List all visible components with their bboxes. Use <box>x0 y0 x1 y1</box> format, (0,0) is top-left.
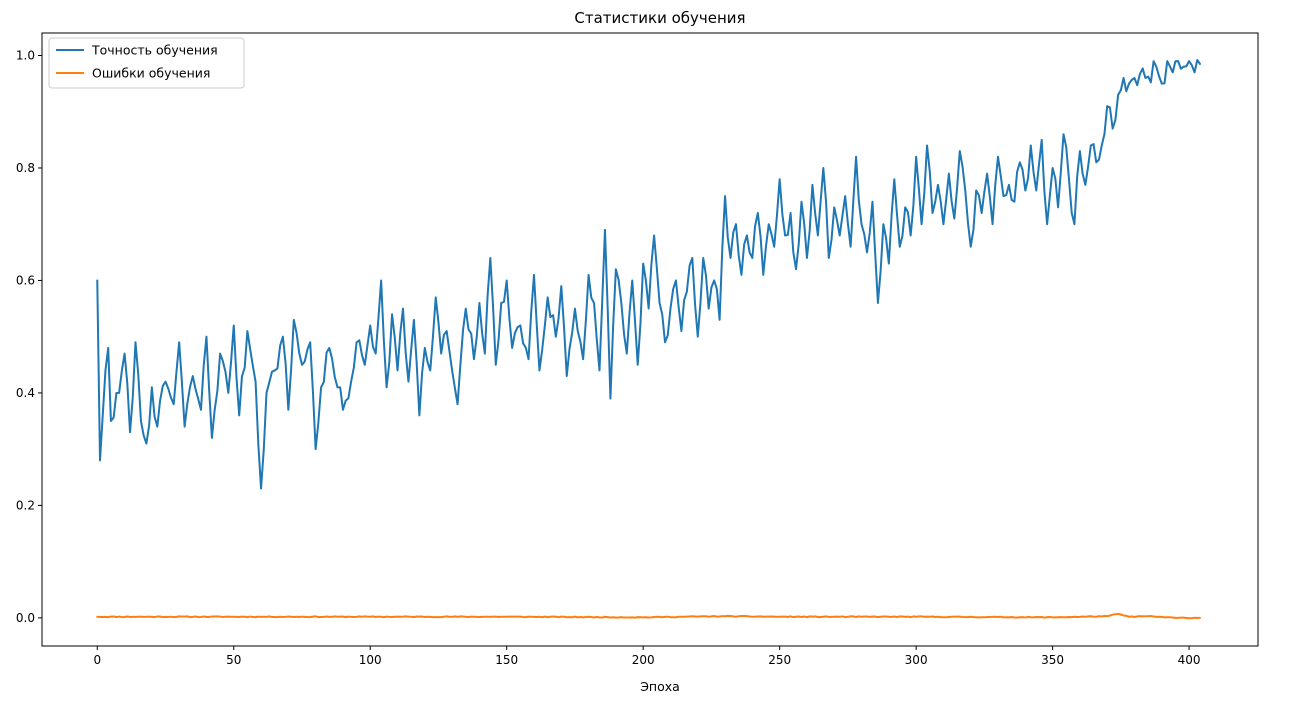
x-tick-label: 0 <box>93 653 101 667</box>
legend: Точность обучения Ошибки обучения <box>48 37 245 89</box>
series-line-loss <box>96 612 1201 620</box>
y-tick-label: 0.2 <box>16 498 35 512</box>
legend-box <box>48 37 245 89</box>
x-tick-label: 150 <box>495 653 518 667</box>
y-tick-label: 0.8 <box>16 161 35 175</box>
y-tick-label: 0.0 <box>16 611 35 625</box>
chart-title: Статистики обучения <box>574 9 745 27</box>
plot-frame <box>41 32 1259 647</box>
legend-label-accuracy: Точность обучения <box>91 43 218 58</box>
y-tick-label: 1.0 <box>16 48 35 62</box>
x-tick-label: 350 <box>1041 653 1064 667</box>
x-tick-label: 400 <box>1178 653 1201 667</box>
x-tick-label: 300 <box>905 653 928 667</box>
y-tick-label: 0.4 <box>16 386 35 400</box>
x-tick-label: 200 <box>632 653 655 667</box>
y-tick-label: 0.6 <box>16 273 35 287</box>
x-axis-label: Эпоха <box>640 679 680 694</box>
x-tick-label: 100 <box>359 653 382 667</box>
legend-label-loss: Ошибки обучения <box>92 66 210 81</box>
series-line-accuracy <box>96 59 1201 490</box>
x-tick-label: 50 <box>226 653 241 667</box>
x-tick-label: 250 <box>768 653 791 667</box>
